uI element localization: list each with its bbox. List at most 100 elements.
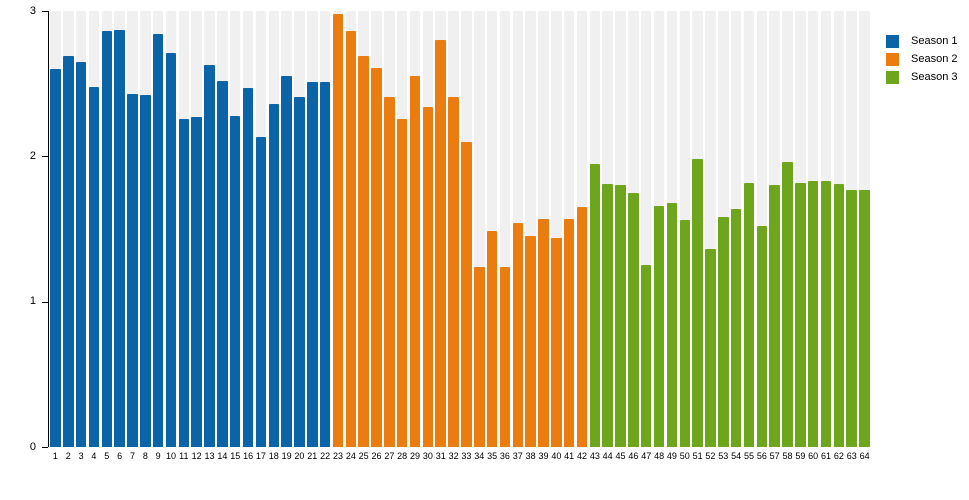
- bar-episode-7[interactable]: [127, 93, 138, 447]
- bar-episode-23[interactable]: [332, 13, 344, 447]
- bar-episode-29[interactable]: [409, 76, 421, 447]
- bar-episode-51[interactable]: [692, 159, 703, 447]
- x-tick-label: 30: [422, 451, 433, 461]
- bar-episode-58[interactable]: [782, 162, 793, 447]
- bar-episode-46[interactable]: [628, 192, 639, 447]
- bar-episode-2[interactable]: [63, 56, 74, 447]
- bar-episode-26[interactable]: [371, 67, 382, 447]
- bar-episode-6[interactable]: [114, 29, 125, 447]
- bar-episode-53[interactable]: [718, 217, 729, 447]
- x-tick-label: 33: [461, 451, 472, 461]
- bar-episode-25[interactable]: [358, 56, 369, 447]
- x-tick-label: 43: [589, 451, 600, 461]
- x-tick-label: 56: [756, 451, 767, 461]
- background-stripe: [499, 11, 511, 447]
- bar-episode-50[interactable]: [679, 220, 691, 447]
- bar-episode-41[interactable]: [563, 218, 575, 447]
- legend-item-season-1[interactable]: Season 1: [886, 32, 957, 50]
- y-tick-mark: [42, 156, 48, 158]
- bar-episode-31[interactable]: [435, 40, 446, 447]
- bar-episode-37[interactable]: [512, 223, 524, 447]
- bar-episode-5[interactable]: [101, 31, 113, 447]
- x-tick-label: 3: [78, 451, 84, 461]
- x-tick-label: 58: [782, 451, 793, 461]
- bar-episode-1[interactable]: [50, 69, 61, 447]
- x-tick-label: 29: [410, 451, 421, 461]
- bar-episode-42[interactable]: [576, 207, 588, 447]
- bar-episode-10[interactable]: [165, 53, 177, 447]
- x-tick-label: 19: [281, 451, 292, 461]
- bar-episode-21[interactable]: [307, 82, 318, 447]
- bar-episode-63[interactable]: [846, 189, 857, 447]
- bar-episode-62[interactable]: [833, 183, 845, 447]
- bar-episode-36[interactable]: [499, 266, 511, 447]
- bar-episode-60[interactable]: [807, 181, 819, 447]
- bar-episode-16[interactable]: [242, 88, 254, 447]
- x-tick-label: 55: [743, 451, 754, 461]
- y-tick-mark: [42, 301, 48, 303]
- bar-episode-54[interactable]: [730, 208, 742, 447]
- bar-episode-56[interactable]: [756, 226, 768, 447]
- x-tick-label: 39: [538, 451, 549, 461]
- x-tick-label: 32: [448, 451, 459, 461]
- bar-episode-52[interactable]: [705, 249, 716, 447]
- bar-episode-24[interactable]: [345, 31, 357, 447]
- bar-episode-59[interactable]: [795, 182, 806, 447]
- y-tick-mark: [42, 447, 48, 448]
- bar-episode-35[interactable]: [486, 230, 498, 447]
- y-tick-label: 1: [29, 295, 36, 308]
- bar-episode-9[interactable]: [152, 34, 164, 447]
- bar-episode-49[interactable]: [666, 202, 678, 447]
- bar-episode-17[interactable]: [255, 137, 267, 447]
- bar-episode-64[interactable]: [859, 189, 870, 447]
- x-tick-label: 34: [474, 451, 485, 461]
- bar-episode-13[interactable]: [204, 64, 215, 447]
- bar-episode-18[interactable]: [268, 104, 280, 447]
- bar-episode-22[interactable]: [319, 82, 331, 447]
- bar-episode-47[interactable]: [640, 265, 652, 447]
- background-stripe: [640, 11, 652, 447]
- x-tick-label: 49: [666, 451, 677, 461]
- x-tick-label: 42: [576, 451, 587, 461]
- legend-item-season-3[interactable]: Season 3: [886, 68, 957, 86]
- x-tick-label: 44: [602, 451, 613, 461]
- x-tick-label: 50: [679, 451, 690, 461]
- bar-episode-8[interactable]: [140, 95, 151, 447]
- bar-episode-15[interactable]: [229, 115, 241, 447]
- bar-episode-4[interactable]: [88, 86, 100, 447]
- bar-episode-38[interactable]: [525, 236, 536, 447]
- x-tick-label: 47: [641, 451, 652, 461]
- bar-episode-33[interactable]: [461, 141, 472, 447]
- bar-episode-32[interactable]: [448, 96, 459, 447]
- bar-episode-55[interactable]: [743, 182, 755, 447]
- x-tick-label: 6: [117, 451, 123, 461]
- bar-episode-3[interactable]: [75, 61, 87, 447]
- bar-episode-28[interactable]: [396, 118, 408, 447]
- x-tick-label: 31: [435, 451, 446, 461]
- legend-item-season-2[interactable]: Season 2: [886, 50, 957, 68]
- bar-episode-43[interactable]: [589, 163, 601, 447]
- bar-episode-12[interactable]: [191, 117, 202, 447]
- bar-episode-30[interactable]: [422, 106, 434, 447]
- bar-episode-39[interactable]: [538, 218, 549, 447]
- x-tick-label: 57: [769, 451, 780, 461]
- legend-swatch-icon: [886, 34, 899, 48]
- bar-episode-48[interactable]: [653, 205, 665, 447]
- x-tick-label: 40: [551, 451, 562, 461]
- bar-episode-45[interactable]: [615, 185, 626, 447]
- legend-swatch-icon: [886, 52, 899, 66]
- x-tick-label: 54: [731, 451, 742, 461]
- bar-episode-27[interactable]: [384, 96, 395, 447]
- bar-episode-44[interactable]: [602, 183, 613, 447]
- bar-episode-14[interactable]: [217, 80, 228, 447]
- bar-episode-34[interactable]: [474, 266, 485, 447]
- y-tick-label: 0: [29, 440, 36, 453]
- bar-episode-20[interactable]: [294, 96, 305, 447]
- bar-episode-57[interactable]: [769, 185, 780, 447]
- bar-episode-11[interactable]: [178, 118, 190, 447]
- x-tick-label: 15: [230, 451, 241, 461]
- bar-episode-40[interactable]: [551, 237, 562, 447]
- x-tick-label: 20: [294, 451, 305, 461]
- bar-episode-19[interactable]: [281, 76, 292, 447]
- bar-episode-61[interactable]: [820, 181, 832, 447]
